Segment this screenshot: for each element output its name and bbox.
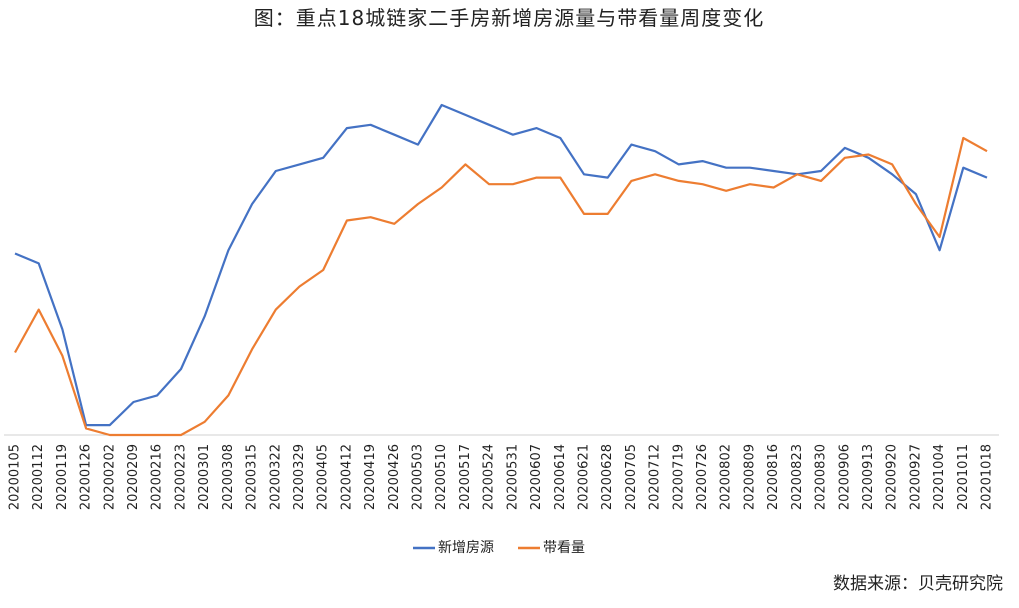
x-tick-label: 20200315 [245, 444, 260, 510]
x-tick-label: 20200126 [79, 444, 94, 510]
x-tick-label: 20200112 [31, 444, 46, 510]
x-tick-label: 20200517 [458, 444, 473, 510]
x-tick-label: 20200802 [719, 444, 734, 510]
x-tick-label: 20200719 [671, 444, 686, 510]
x-tick-label: 20200628 [600, 444, 615, 510]
x-tick-label: 20201018 [980, 444, 995, 510]
x-tick-label: 20200223 [173, 444, 188, 510]
x-tick-label: 20200426 [387, 444, 402, 510]
x-tick-label: 20200301 [197, 444, 212, 510]
x-tick-label: 20200503 [411, 444, 426, 510]
source-note: 数据来源：贝壳研究院 [833, 574, 1003, 594]
x-tick-label: 20200105 [8, 444, 23, 510]
x-tick-label: 20200329 [292, 444, 307, 510]
x-tick-label: 20200816 [766, 444, 781, 510]
x-tick-label: 20200531 [505, 444, 520, 510]
x-tick-label: 20200119 [55, 444, 70, 510]
x-tick-label: 20200726 [695, 444, 710, 510]
x-tick-label: 20200823 [790, 444, 805, 510]
x-tick-label: 20200405 [316, 444, 331, 510]
x-tick-label: 20200209 [126, 444, 141, 510]
series-line [14, 103, 988, 427]
x-tick-label: 20201011 [956, 444, 971, 510]
x-tick-label: 20200419 [363, 444, 378, 510]
x-tick-label: 20200920 [885, 444, 900, 510]
x-tick-label: 20200906 [837, 444, 852, 510]
x-tick-label: 20200322 [268, 444, 283, 510]
x-tick-label: 20200216 [150, 444, 165, 510]
x-tick-label: 20200412 [339, 444, 354, 510]
x-tick-label: 20200809 [742, 444, 757, 510]
legend-label: 新增房源 [438, 540, 494, 556]
x-tick-label: 20200510 [434, 444, 449, 510]
x-tick-label: 20200524 [482, 444, 497, 510]
x-tick-label: 20200927 [908, 444, 923, 510]
x-tick-label: 20200308 [221, 444, 236, 510]
x-tick-label: 20200621 [576, 444, 591, 510]
x-tick-label: 20200202 [102, 444, 117, 510]
x-tick-label: 20200607 [529, 444, 544, 510]
chart-title: 图：重点18城链家二手房新增房源量与带看量周度变化 [254, 6, 764, 30]
series-line [14, 136, 988, 437]
x-tick-label: 20200705 [624, 444, 639, 510]
legend-label: 带看量 [543, 540, 585, 556]
x-tick-label: 20200913 [861, 444, 876, 510]
x-tick-label: 20200614 [553, 444, 568, 510]
x-tick-label: 20201004 [932, 444, 947, 510]
x-tick-label: 20200712 [648, 444, 663, 510]
x-tick-label: 20200830 [814, 444, 829, 510]
